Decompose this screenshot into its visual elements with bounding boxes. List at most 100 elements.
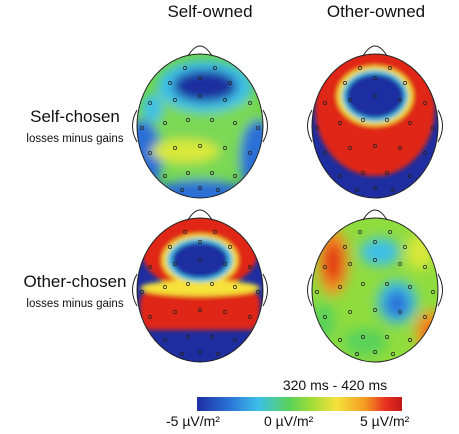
column-title-self-owned: Self-owned: [167, 2, 253, 21]
head-left-ear-outline: [132, 109, 138, 143]
electrode-marker: [358, 66, 362, 70]
head-left-ear-outline: [132, 273, 138, 307]
electrode-marker: [173, 146, 177, 150]
electrode-marker: [248, 151, 252, 155]
colorbar: [197, 397, 402, 411]
electrode-marker: [388, 66, 392, 70]
electrode-marker: [173, 262, 177, 266]
row-title-other-chosen-main: Other-chosen: [23, 272, 127, 291]
electrode-marker: [168, 81, 172, 85]
electrode-marker: [408, 285, 412, 289]
electrode-marker: [323, 315, 327, 319]
electrode-marker: [358, 230, 362, 234]
head-right-ear-outline: [262, 109, 268, 143]
electrode-marker: [198, 258, 202, 262]
electrode-marker: [373, 94, 377, 98]
electrode-marker: [348, 310, 352, 314]
electrode-marker: [348, 98, 352, 102]
electrode-marker: [373, 350, 377, 354]
topomap-self-chosen-self-owned: [132, 45, 268, 199]
row-title-self-chosen-sub: losses minus gains: [26, 133, 124, 145]
topomap-self-chosen-other-owned: [307, 45, 443, 199]
electrode-marker: [186, 171, 190, 175]
electrode-marker: [198, 144, 202, 148]
electrode-marker: [385, 118, 389, 122]
electrode-marker: [323, 265, 327, 269]
column-title-other-owned: Other-owned: [326, 2, 426, 21]
electrode-marker: [385, 335, 389, 339]
electrode-marker: [223, 310, 227, 314]
electrode-marker: [385, 282, 389, 286]
electrode-marker: [248, 315, 252, 319]
electrode-marker: [373, 240, 377, 244]
electrode-marker: [355, 188, 359, 192]
head-right-ear-outline: [437, 273, 443, 307]
electrode-marker: [431, 290, 435, 294]
electrode-marker: [186, 282, 190, 286]
electrode-marker: [355, 352, 359, 356]
time-window-label: 320 ms - 420 ms: [282, 377, 388, 393]
electrode-marker: [403, 245, 407, 249]
electrode-marker: [140, 290, 144, 294]
electrode-marker: [228, 245, 232, 249]
electrode-marker: [186, 118, 190, 122]
head-nose-outline: [362, 45, 388, 57]
electrode-marker: [198, 308, 202, 312]
electrode-marker: [423, 265, 427, 269]
electrode-marker: [148, 315, 152, 319]
electrode-marker: [373, 258, 377, 262]
electrode-marker: [398, 146, 402, 150]
electrode-marker: [373, 186, 377, 190]
electrode-marker: [361, 335, 365, 339]
electrode-marker: [423, 151, 427, 155]
electrode-marker: [210, 171, 214, 175]
row-title-self-chosen: Self-chosen losses minus gains: [0, 107, 150, 145]
head-left-ear-outline: [307, 273, 313, 307]
electrode-marker: [228, 81, 232, 85]
electrode-marker: [183, 230, 187, 234]
electrode-marker: [408, 174, 412, 178]
electrode-marker: [216, 188, 220, 192]
electrode-marker: [423, 101, 427, 105]
electrode-marker: [323, 151, 327, 155]
electrode-marker: [140, 126, 144, 130]
electrode-marker: [213, 66, 217, 70]
electrode-marker: [148, 151, 152, 155]
electrode-marker: [198, 186, 202, 190]
electrode-marker: [403, 81, 407, 85]
electrode-marker: [186, 335, 190, 339]
electrode-marker: [338, 338, 342, 342]
electrode-marker: [338, 121, 342, 125]
row-title-other-chosen-sub: losses minus gains: [26, 298, 124, 310]
electrode-marker: [256, 126, 260, 130]
head-right-ear-outline: [437, 109, 443, 143]
electrode-marker: [223, 262, 227, 266]
electrode-marker: [198, 76, 202, 80]
electrode-marker: [210, 282, 214, 286]
electrode-marker: [233, 121, 237, 125]
electrode-marker: [391, 188, 395, 192]
electrode-marker: [423, 315, 427, 319]
electrode-marker: [233, 338, 237, 342]
electrode-marker: [148, 101, 152, 105]
electrode-marker: [338, 174, 342, 178]
electrode-marker: [168, 245, 172, 249]
electrode-marker: [361, 282, 365, 286]
colorbar-max-label: 5 µV/m²: [360, 413, 410, 429]
electrode-marker: [343, 81, 347, 85]
electrode-marker: [223, 98, 227, 102]
electrode-marker: [233, 285, 237, 289]
electrode-marker: [408, 338, 412, 342]
electrode-marker: [315, 290, 319, 294]
electrode-marker: [343, 245, 347, 249]
electrode-marker: [148, 265, 152, 269]
electrode-marker: [398, 262, 402, 266]
topomap-other-chosen-other-owned: [307, 209, 443, 363]
electrode-marker: [373, 76, 377, 80]
electrode-marker: [233, 174, 237, 178]
electrode-marker: [163, 338, 167, 342]
electrode-marker: [391, 352, 395, 356]
electrode-marker: [398, 98, 402, 102]
electrode-marker: [323, 101, 327, 105]
electrode-marker: [361, 118, 365, 122]
